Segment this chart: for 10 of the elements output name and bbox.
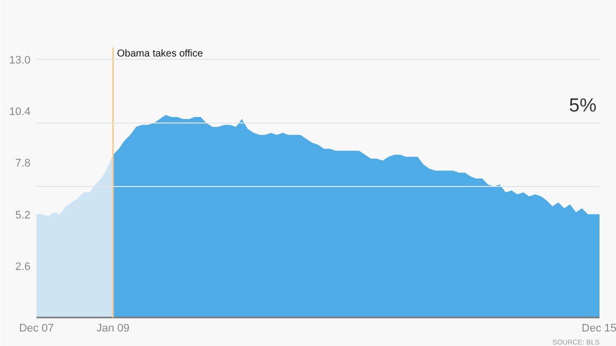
ref-line-label: Obama takes office [116,48,204,60]
y-tick-label: 13.0 [9,54,31,66]
annotation: 5% [569,96,597,116]
x-tick-label: Dec 15 [582,322,616,334]
x-tick-label: Jan 09 [96,322,130,334]
x-tick-label: Dec 07 [19,322,54,334]
y-tick-label: 2.6 [15,260,31,273]
y-tick-label: 7.8 [15,158,31,170]
y-tick-label: 10.4 [9,106,31,118]
y-tick-label: 5.2 [15,209,31,222]
